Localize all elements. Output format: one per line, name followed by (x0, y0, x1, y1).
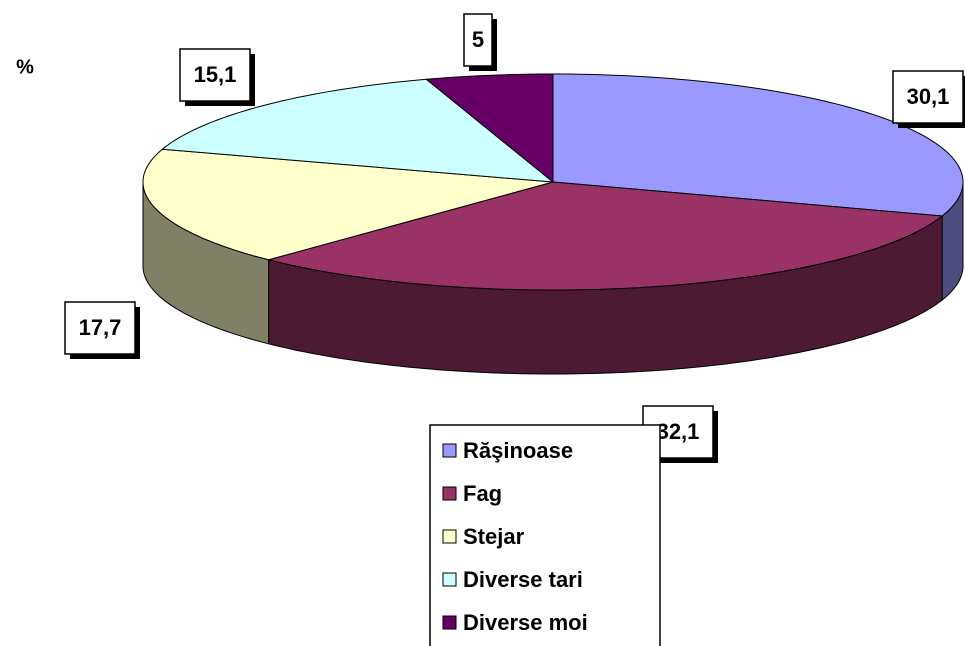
legend-label: Fag (463, 481, 502, 506)
data-label: 15,1 (194, 62, 237, 87)
data-label: 17,7 (79, 315, 122, 340)
slice (552, 73, 964, 217)
legend-box (429, 424, 661, 646)
legend-swatch (442, 486, 457, 501)
legend-label: Stejar (463, 524, 525, 549)
slice (266, 181, 944, 291)
data-label: 30,1 (907, 84, 950, 109)
legend-swatch (442, 443, 457, 458)
slice (425, 73, 554, 184)
legend-label: Diverse tari (463, 567, 583, 592)
legend-swatch (442, 529, 457, 544)
legend-label: Diverse moi (463, 610, 588, 635)
data-label: 5 (472, 27, 484, 52)
legend-swatch (442, 615, 457, 630)
legend-label: Răşinoase (463, 438, 573, 463)
unit-label: % (16, 56, 34, 78)
label-box (892, 70, 964, 124)
label-box (179, 48, 251, 102)
legend-swatch (442, 572, 457, 587)
label-box (463, 13, 493, 67)
slice (142, 148, 554, 261)
label-box (64, 301, 136, 355)
slice (160, 78, 555, 183)
data-label: 32,1 (657, 419, 700, 444)
